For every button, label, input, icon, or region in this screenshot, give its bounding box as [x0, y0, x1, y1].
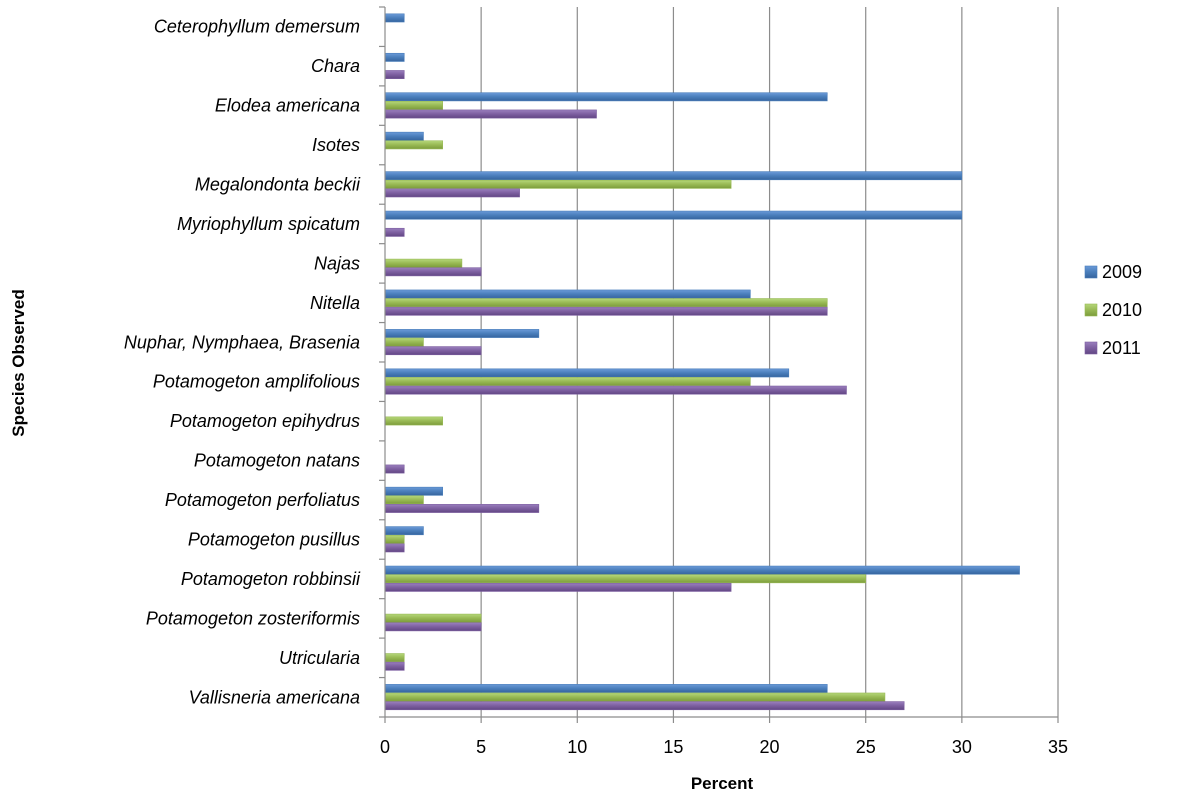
- category-label: Isotes: [312, 135, 360, 155]
- bar-2010: [384, 653, 405, 663]
- bar-2009: [384, 131, 424, 141]
- bar-2011: [384, 267, 482, 277]
- x-tick-label: 25: [856, 737, 876, 757]
- x-tick-label: 35: [1048, 737, 1068, 757]
- bar-2011: [384, 622, 482, 632]
- category-label: Potamogeton natans: [194, 451, 360, 471]
- legend-label-2010: 2010: [1102, 300, 1142, 320]
- bar-2010: [384, 337, 424, 347]
- category-label: Vallisneria americana: [189, 687, 360, 707]
- x-tick-label: 30: [952, 737, 972, 757]
- bar-2009: [384, 92, 828, 102]
- bar-2011: [384, 504, 540, 513]
- bar-2010: [384, 101, 443, 110]
- y-axis-title: Species Observed: [9, 289, 28, 436]
- bar-2009: [384, 171, 963, 181]
- category-label: Elodea americana: [215, 96, 360, 116]
- bar-2011: [384, 661, 405, 671]
- bar-2009: [384, 565, 1020, 575]
- category-label: Potamogeton perfoliatus: [165, 490, 360, 510]
- bar-2011: [384, 582, 732, 592]
- bar-2009: [384, 13, 405, 23]
- category-labels: Ceterophyllum demersum Chara Elodea americ…: [124, 17, 361, 708]
- category-label: Potamogeton robbinsii: [181, 569, 361, 589]
- bar-2009: [384, 329, 540, 338]
- bar-2010: [384, 416, 443, 426]
- bar-2011: [384, 543, 405, 553]
- legend: 2009 2010 2011: [1084, 262, 1142, 358]
- category-label: Nuphar, Nymphaea, Brasenia: [124, 332, 360, 352]
- bars: [384, 13, 1020, 711]
- bar-2011: [384, 227, 405, 237]
- bar-2011: [384, 464, 405, 474]
- category-label: Myriophyllum spicatum: [177, 214, 360, 234]
- category-label: Potamogeton zosteriformis: [146, 608, 360, 628]
- x-axis-title: Percent: [691, 774, 754, 793]
- bar-2011: [384, 109, 597, 119]
- category-label: Chara: [311, 56, 360, 76]
- x-tick-label: 5: [476, 737, 486, 757]
- category-label: Najas: [314, 253, 360, 273]
- legend-label-2011: 2011: [1102, 338, 1141, 358]
- category-label: Ceterophyllum demersum: [154, 17, 360, 37]
- bar-2009: [384, 526, 424, 536]
- legend-swatch-2011: [1084, 341, 1098, 355]
- bar-2010: [384, 534, 405, 544]
- bar-2010: [384, 298, 828, 308]
- legend-label-2009: 2009: [1102, 262, 1142, 282]
- bar-2009: [384, 368, 790, 378]
- x-tick-label: 20: [760, 737, 780, 757]
- bar-2010: [384, 258, 463, 268]
- gridlines: [480, 7, 1059, 717]
- bar-2010: [384, 692, 886, 702]
- bar-2010: [384, 613, 482, 623]
- category-label: Potamogeton amplifolious: [153, 372, 360, 392]
- bar-2011: [384, 385, 847, 395]
- bar-2010: [384, 179, 732, 189]
- x-tick-labels: 0 5 10 15 20 25 30 35: [380, 737, 1068, 757]
- bar-2011: [384, 306, 828, 316]
- bar-2010: [384, 377, 751, 386]
- category-label: Utricularia: [279, 648, 360, 668]
- bar-2009: [384, 684, 828, 693]
- bar-2010: [384, 495, 424, 505]
- category-label: Potamogeton epihydrus: [170, 411, 360, 431]
- bar-2011: [384, 346, 482, 356]
- legend-swatch-2009: [1084, 265, 1098, 279]
- bar-2009: [384, 210, 963, 220]
- category-label: Potamogeton pusillus: [188, 530, 360, 550]
- legend-swatch-2010: [1084, 303, 1098, 317]
- bar-2010: [384, 140, 443, 150]
- x-tick-label: 10: [567, 737, 587, 757]
- category-label: Megalondonta beckii: [195, 175, 361, 195]
- bar-2009: [384, 52, 405, 62]
- bar-2011: [384, 701, 905, 711]
- bar-2010: [384, 574, 867, 584]
- axes: [379, 6, 1059, 723]
- bar-2009: [384, 486, 443, 496]
- category-label: Nitella: [310, 293, 360, 313]
- bar-2011: [384, 70, 405, 79]
- x-tick-label: 15: [663, 737, 683, 757]
- x-tick-label: 0: [380, 737, 390, 757]
- bar-2009: [384, 289, 751, 299]
- bar-2011: [384, 188, 520, 198]
